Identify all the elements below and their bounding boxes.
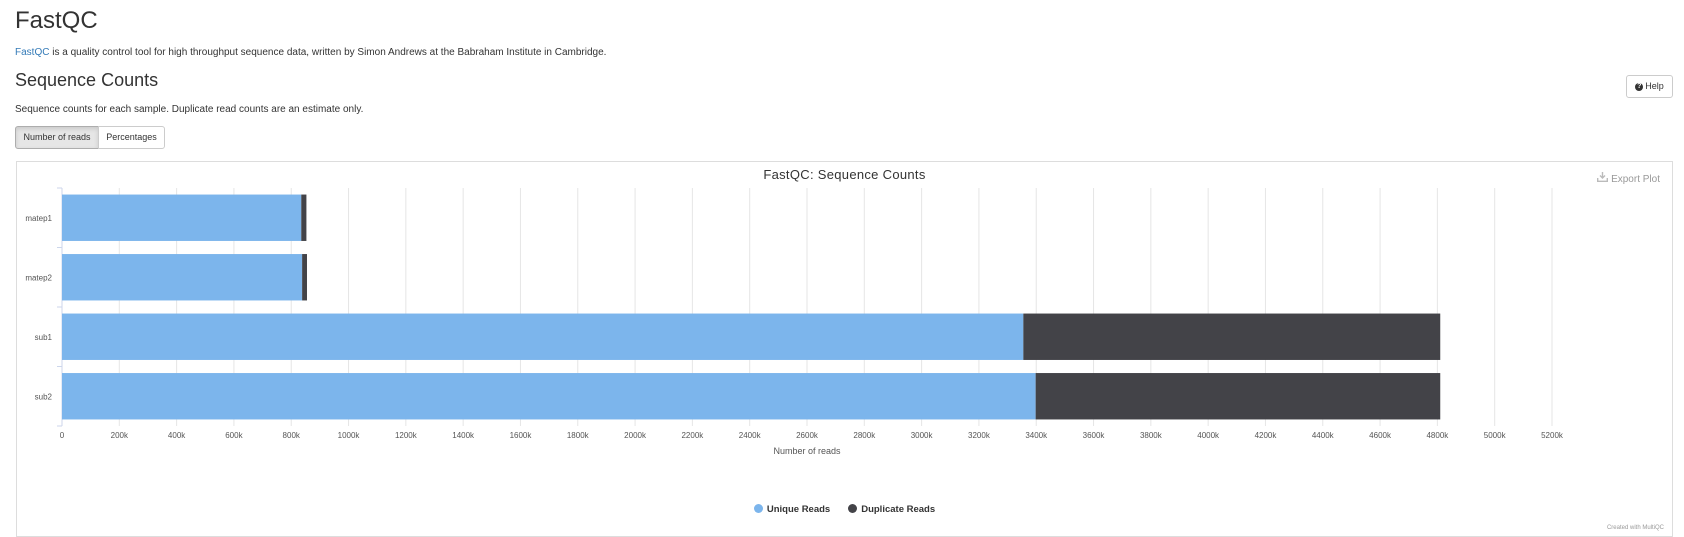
- legend-label: Duplicate Reads: [861, 504, 936, 515]
- x-tick-label: 1400k: [452, 431, 475, 440]
- x-tick-label: 2600k: [796, 431, 819, 440]
- legend-marker: [753, 503, 763, 513]
- y-category-label: sub2: [35, 392, 53, 401]
- bar-duplicate-matep2: [302, 254, 307, 301]
- bar-unique-sub1: [62, 313, 1024, 360]
- legend-item-unique-reads[interactable]: Unique Reads: [753, 503, 831, 515]
- question-circle-icon: ?: [1635, 82, 1644, 91]
- bar-unique-sub2: [62, 373, 1036, 420]
- intro-text: FastQC is a quality control tool for hig…: [15, 47, 606, 58]
- plot-container: FastQC: Sequence Counts Export Plot 0 200…: [16, 161, 1673, 537]
- x-tick-label: 1800k: [567, 431, 590, 440]
- export-plot-label: Export Plot: [1611, 174, 1660, 185]
- x-tick-label: 2800k: [853, 431, 876, 440]
- x-tick-label: 800k: [283, 431, 301, 440]
- bar-duplicate-sub2: [1035, 373, 1441, 420]
- x-tick-label: 200k: [111, 431, 129, 440]
- download-icon: [1597, 172, 1609, 185]
- intro-description: is a quality control tool for high throu…: [49, 47, 607, 58]
- section-title: Sequence Counts: [15, 70, 159, 90]
- y-category-label: matep1: [25, 214, 52, 223]
- x-tick-label: 3000k: [911, 431, 934, 440]
- x-tick-label: 4800k: [1426, 431, 1449, 440]
- chart-legend: Unique Reads Duplicate Reads: [17, 503, 1672, 515]
- chart-credits: Created with MultiQC: [1606, 525, 1664, 531]
- chart-title: FastQC: Sequence Counts: [763, 167, 926, 182]
- legend-item-duplicate-reads[interactable]: Duplicate Reads: [848, 503, 936, 515]
- x-tick-label: 3200k: [968, 431, 991, 440]
- y-category-label: matep2: [25, 273, 52, 282]
- bar-unique-matep1: [62, 194, 302, 241]
- x-tick-label: 1200k: [395, 431, 418, 440]
- percentages-button[interactable]: Percentages: [98, 126, 165, 149]
- x-tick-label: 4600k: [1369, 431, 1392, 440]
- x-tick-label: 3600k: [1083, 431, 1106, 440]
- bar-duplicate-matep1: [301, 194, 307, 241]
- x-tick-label: 1000k: [338, 431, 361, 440]
- x-tick-label: 5000k: [1484, 431, 1507, 440]
- x-tick-label: 2400k: [739, 431, 762, 440]
- export-plot-button[interactable]: Export Plot: [1597, 172, 1660, 185]
- x-tick-label: 600k: [225, 431, 243, 440]
- help-button[interactable]: ? Help: [1626, 75, 1673, 98]
- x-tick-label: 1600k: [510, 431, 533, 440]
- page-title: FastQC: [15, 7, 98, 34]
- fastqc-link[interactable]: FastQC: [15, 47, 50, 58]
- x-tick-label: 2000k: [624, 431, 647, 440]
- x-axis-title: Number of reads: [773, 446, 841, 456]
- x-tick-label: 5200k: [1541, 431, 1564, 440]
- bar-unique-matep2: [62, 254, 303, 301]
- x-tick-label: 3800k: [1140, 431, 1163, 440]
- x-tick-label: 2200k: [681, 431, 704, 440]
- x-tick-label: 3400k: [1025, 431, 1048, 440]
- help-label: Help: [1645, 81, 1664, 91]
- number-of-reads-button[interactable]: Number of reads: [15, 126, 99, 149]
- legend-label: Unique Reads: [766, 504, 831, 515]
- legend-marker: [848, 503, 858, 513]
- x-tick-label: 400k: [168, 431, 186, 440]
- section-description: Sequence counts for each sample. Duplica…: [15, 104, 364, 115]
- y-category-label: sub1: [35, 333, 53, 342]
- x-tick-label: 4000k: [1197, 431, 1220, 440]
- x-tick-label: 4200k: [1255, 431, 1278, 440]
- x-tick-label: 4400k: [1312, 431, 1335, 440]
- x-tick-label: 0: [60, 431, 65, 440]
- bar-duplicate-sub1: [1023, 313, 1441, 360]
- bar-chart: 0 200k 400k 600k 800k 1000k 1200k 1400k 1600k 180…: [25, 187, 1564, 456]
